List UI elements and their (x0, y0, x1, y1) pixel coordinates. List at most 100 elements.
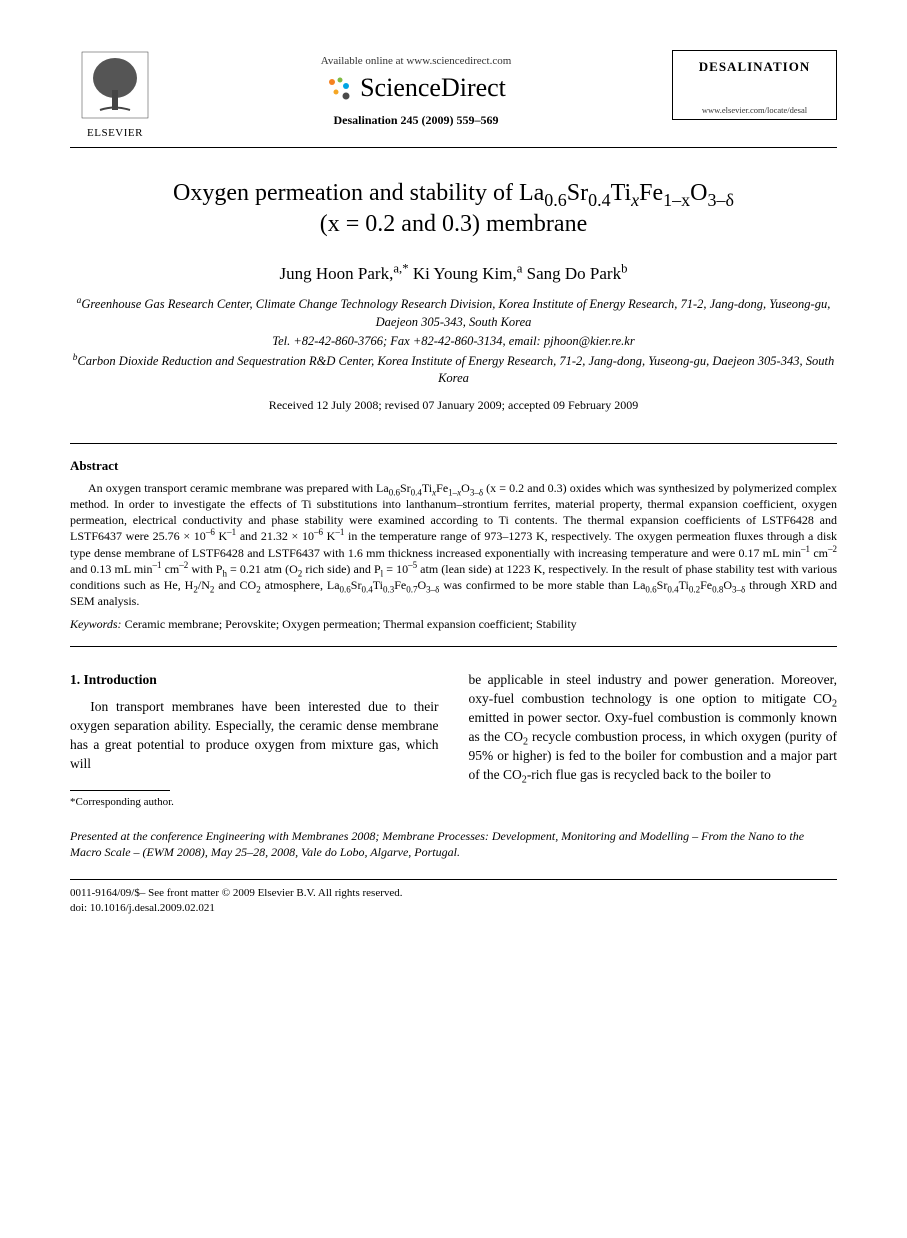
elsevier-tree-icon (80, 50, 150, 125)
affil-text: Greenhouse Gas Research Center, Climate … (81, 297, 830, 329)
keywords-line: Keywords: Ceramic membrane; Perovskite; … (70, 617, 837, 632)
abs-text: Ti (679, 578, 689, 592)
author-affil-mark: b (621, 262, 627, 276)
body-text: be applicable in steel industry and powe… (469, 672, 838, 706)
title-text: Sr (567, 180, 588, 206)
abs-sub: 0.3 (383, 584, 394, 594)
footer-rule (70, 879, 837, 880)
footer-block: 0011-9164/09/$– See front matter © 2009 … (70, 886, 837, 917)
abs-sup: –1 (801, 544, 810, 554)
abs-sup: –2 (179, 560, 188, 570)
body-sub: 2 (832, 699, 837, 710)
author-affil-mark: a, (393, 262, 402, 276)
keywords-text: Ceramic membrane; Perovskite; Oxygen per… (122, 617, 577, 631)
abs-sup: –2 (828, 544, 837, 554)
abs-text: atmosphere, La (261, 578, 340, 592)
conference-note: Presented at the conference Engineering … (70, 828, 837, 860)
title-sub: 1–x (663, 190, 690, 210)
title-sub: 3–δ (707, 190, 733, 210)
elsevier-label: ELSEVIER (87, 127, 143, 139)
title-text: O (690, 180, 707, 206)
intro-paragraph: Ion transport membranes have been intere… (70, 698, 439, 774)
abs-text: K (323, 529, 335, 543)
abs-text: and 21.32 × 10 (236, 529, 314, 543)
intro-paragraph-cont: be applicable in steel industry and powe… (469, 671, 838, 784)
body-text: -rich flue gas is recycled back to the b… (527, 767, 771, 782)
abs-sub: 0.2 (689, 584, 700, 594)
corresponding-rule (70, 790, 170, 791)
footer-doi: doi: 10.1016/j.desal.2009.02.021 (70, 901, 837, 916)
journal-name: DESALINATION (679, 59, 830, 75)
abs-sup: –1 (227, 527, 236, 537)
header-rule (70, 147, 837, 148)
abs-text: Ti (373, 578, 383, 592)
footer-copyright: 0011-9164/09/$– See front matter © 2009 … (70, 886, 837, 901)
abs-text: with P (188, 562, 222, 576)
abs-text: and 0.13 mL min (70, 562, 153, 576)
abs-text: An oxygen transport ceramic membrane was… (88, 481, 389, 495)
abs-text: = 10 (383, 562, 408, 576)
affiliation-b: bCarbon Dioxide Reduction and Sequestrat… (70, 353, 837, 388)
abs-sup: –6 (206, 527, 215, 537)
title-sub: x (631, 190, 639, 210)
abs-text: Sr (657, 578, 668, 592)
corresponding-author-note: *Corresponding author. (70, 795, 439, 810)
abs-sub: 3–δ (470, 487, 483, 497)
abs-sub: 3–δ (732, 584, 745, 594)
abs-text: rich side) and P (302, 562, 380, 576)
abs-text: Sr (351, 578, 362, 592)
center-header: Available online at www.sciencedirect.co… (160, 50, 672, 128)
left-column: 1. Introduction Ion transport membranes … (70, 671, 439, 810)
abs-text: cm (810, 546, 828, 560)
abs-text: = 0.21 atm (O (227, 562, 298, 576)
author-name: Jung Hoon Park, (280, 264, 394, 283)
sciencedirect-icon (326, 74, 354, 102)
keywords-label: Keywords: (70, 617, 122, 631)
abs-sub: 0.4 (361, 584, 372, 594)
article-title: Oxygen permeation and stability of La0.6… (70, 178, 837, 240)
abs-sub: 0.8 (712, 584, 723, 594)
two-column-body: 1. Introduction Ion transport membranes … (70, 671, 837, 810)
abs-sub: 0.4 (667, 584, 678, 594)
abs-text: was confirmed to be more stable than La (439, 578, 645, 592)
sciencedirect-text: ScienceDirect (360, 73, 506, 103)
abstract-body: An oxygen transport ceramic membrane was… (70, 480, 837, 610)
author-name: Ki Young Kim, (409, 264, 517, 283)
abs-text: and CO (214, 578, 256, 592)
page-header: ELSEVIER Available online at www.science… (70, 50, 837, 139)
authors-line: Jung Hoon Park,a,* Ki Young Kim,a Sang D… (70, 264, 837, 284)
affil-text: Carbon Dioxide Reduction and Sequestrati… (77, 354, 834, 386)
journal-reference: Desalination 245 (2009) 559–569 (160, 113, 672, 128)
sciencedirect-logo: ScienceDirect (160, 73, 672, 103)
abs-sub: 0.4 (411, 487, 422, 497)
elsevier-logo-block: ELSEVIER (70, 50, 160, 139)
abs-text: O (417, 578, 426, 592)
title-sub: 0.4 (588, 190, 611, 210)
abs-text: K (215, 529, 227, 543)
author-name: Sang Do Park (522, 264, 621, 283)
abs-sub: 0.6 (645, 584, 656, 594)
right-column: be applicable in steel industry and powe… (469, 671, 838, 810)
abs-sup: –5 (408, 560, 417, 570)
section-heading: 1. Introduction (70, 671, 439, 690)
available-online-text: Available online at www.sciencedirect.co… (160, 55, 672, 67)
abs-sub: 0.6 (340, 584, 351, 594)
abs-text: Fe (394, 578, 406, 592)
abs-text: Fe (700, 578, 712, 592)
title-text: Ti (611, 180, 631, 206)
abstract-rule-top (70, 443, 837, 444)
abs-sup: –1 (335, 527, 344, 537)
journal-url: www.elsevier.com/locate/desal (679, 105, 830, 115)
abstract-rule-bottom (70, 646, 837, 647)
affiliation-a: aGreenhouse Gas Research Center, Climate… (70, 296, 837, 331)
abstract-heading: Abstract (70, 458, 837, 474)
abs-sup: –6 (314, 527, 323, 537)
abs-sub: 3–δ (426, 584, 439, 594)
journal-box: DESALINATION www.elsevier.com/locate/des… (672, 50, 837, 120)
abs-text: /N (198, 578, 210, 592)
title-line2: (x = 0.2 and 0.3) membrane (320, 211, 587, 237)
affiliation-a-contact: Tel. +82-42-860-3766; Fax +82-42-860-313… (70, 333, 837, 351)
abs-text: O (723, 578, 732, 592)
title-text: Oxygen permeation and stability of La (173, 180, 544, 206)
abs-sub: 0.7 (406, 584, 417, 594)
